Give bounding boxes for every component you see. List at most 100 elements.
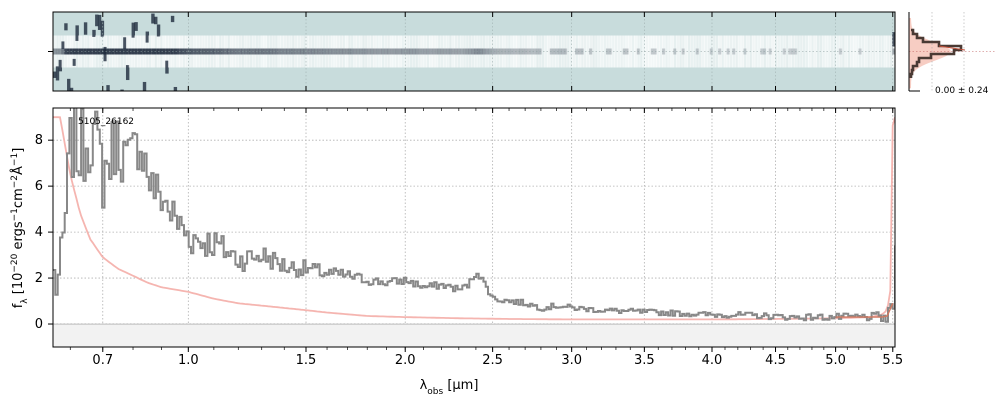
- trace-column: [504, 48, 509, 55]
- noise-column: [892, 32, 895, 47]
- spectrum-column: [378, 35, 382, 68]
- trace-column: [386, 48, 391, 55]
- spectrum-column: [605, 35, 610, 68]
- trace-column: [81, 48, 85, 55]
- spectrum-column: [518, 35, 523, 68]
- trace-column: [61, 48, 65, 55]
- trace-column: [403, 48, 408, 55]
- trace-column: [673, 48, 677, 55]
- spectrum-column: [471, 35, 475, 68]
- spectrum-column: [782, 35, 787, 68]
- spectrum-column: [443, 35, 447, 68]
- trace-column: [165, 48, 169, 55]
- trace-column: [280, 48, 284, 55]
- trace-column: [434, 48, 439, 55]
- spectrum-column: [816, 35, 820, 68]
- spectrum-column: [813, 35, 818, 68]
- spectrum-column: [403, 35, 408, 68]
- spectrum-column: [740, 35, 745, 68]
- spectrum-column: [889, 35, 893, 68]
- spectrum-column: [799, 35, 803, 68]
- noise-column: [100, 20, 105, 37]
- spectrum-column: [760, 35, 764, 68]
- trace-column: [443, 48, 447, 55]
- y-tick-label: 0: [35, 317, 43, 332]
- spectrum-column: [648, 35, 652, 68]
- trace-column: [401, 48, 405, 55]
- trace-column: [743, 48, 747, 55]
- trace-column: [417, 48, 422, 55]
- noise-column: [58, 59, 63, 72]
- spectrum-column: [844, 35, 848, 68]
- trace-column: [350, 48, 354, 55]
- noise-column: [145, 31, 150, 43]
- spectrum-column: [420, 35, 425, 68]
- x-tick-label: 4.5: [765, 353, 786, 368]
- model-line: [835, 303, 894, 318]
- trace-column: [415, 48, 419, 55]
- trace-column: [561, 48, 565, 55]
- x-tick-label: 1.0: [178, 353, 199, 368]
- spectrum-column: [530, 35, 534, 68]
- spectrum-column: [457, 35, 461, 68]
- trace-column: [485, 48, 489, 55]
- spectrum-column: [768, 35, 773, 68]
- spectrum-column: [659, 35, 663, 68]
- trace-column: [375, 48, 380, 55]
- spectrum-column: [718, 35, 722, 68]
- trace-column: [204, 48, 208, 55]
- spectrum-column: [572, 35, 576, 68]
- noise-column: [134, 22, 138, 31]
- spectrum-column: [429, 35, 433, 68]
- y-axis-label: fλ [10−20 ergs−1cm−2Å−1]: [10, 148, 30, 309]
- trace-column: [92, 48, 96, 55]
- spectrum-column: [350, 35, 354, 68]
- spectrum-column: [347, 35, 352, 68]
- trace-column: [726, 48, 731, 55]
- trace-column: [462, 48, 467, 55]
- spectrum-column: [392, 35, 397, 68]
- trace-column: [476, 48, 481, 55]
- trace-column: [499, 48, 503, 55]
- trace-column: [120, 48, 124, 55]
- noise-column: [154, 16, 158, 25]
- trace-column: [330, 48, 335, 55]
- trace-column: [235, 48, 239, 55]
- trace-column: [145, 48, 150, 55]
- spectrum-column: [375, 35, 380, 68]
- noise-column: [125, 65, 130, 81]
- spectrum-column: [771, 35, 775, 68]
- trace-column: [768, 48, 773, 55]
- noise-column: [173, 86, 178, 91]
- spectrum-column: [406, 35, 411, 68]
- x-tick-label: 2.0: [395, 353, 416, 368]
- trace-column: [457, 48, 461, 55]
- spectrum-column: [558, 35, 562, 68]
- noise-column: [83, 22, 88, 35]
- trace-column: [378, 48, 382, 55]
- trace-column: [218, 48, 222, 55]
- trace-column: [445, 48, 450, 55]
- uncertainty-line: [53, 116, 895, 321]
- spectrum-column: [687, 35, 691, 68]
- trace-column: [187, 48, 192, 55]
- spectrum-column: [445, 35, 450, 68]
- noise-column: [55, 66, 60, 81]
- x-tick-label: 5.0: [825, 353, 846, 368]
- spectrum-column: [546, 35, 551, 68]
- trace-column: [448, 48, 453, 55]
- flux-line: [53, 108, 895, 323]
- noise-column: [61, 41, 65, 49]
- trace-column: [131, 48, 135, 55]
- trace-column: [134, 48, 138, 55]
- zero-band: [53, 324, 895, 347]
- spectrum-column: [830, 35, 834, 68]
- trace-column: [162, 48, 166, 55]
- noise-column: [165, 60, 169, 74]
- spectrum-column: [448, 35, 453, 68]
- trace-column: [577, 48, 582, 55]
- spectrum-column: [704, 35, 708, 68]
- trace-column: [302, 48, 307, 55]
- spectrum-column: [827, 35, 832, 68]
